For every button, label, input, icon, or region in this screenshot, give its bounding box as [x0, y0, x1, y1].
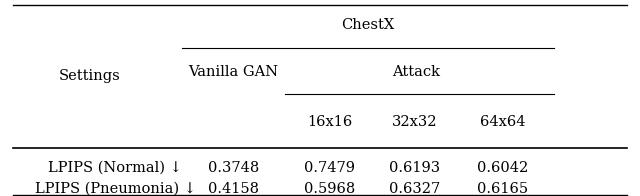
- Text: 0.6165: 0.6165: [477, 182, 528, 196]
- Text: Vanilla GAN: Vanilla GAN: [189, 64, 278, 79]
- Text: 0.6193: 0.6193: [389, 161, 440, 175]
- Text: LPIPS (Pneumonia) ↓: LPIPS (Pneumonia) ↓: [35, 182, 196, 196]
- Text: LPIPS (Normal) ↓: LPIPS (Normal) ↓: [48, 161, 182, 175]
- Text: Settings: Settings: [59, 69, 120, 83]
- Text: ChestX: ChestX: [341, 18, 395, 33]
- Text: 0.5968: 0.5968: [304, 182, 355, 196]
- Text: 32x32: 32x32: [392, 114, 438, 129]
- Text: 0.7479: 0.7479: [304, 161, 355, 175]
- Text: 16x16: 16x16: [307, 114, 352, 129]
- Text: 0.6327: 0.6327: [389, 182, 440, 196]
- Text: Attack: Attack: [392, 64, 440, 79]
- Text: 0.3748: 0.3748: [208, 161, 259, 175]
- Text: 64x64: 64x64: [479, 114, 525, 129]
- Text: 0.6042: 0.6042: [477, 161, 528, 175]
- Text: 0.4158: 0.4158: [208, 182, 259, 196]
